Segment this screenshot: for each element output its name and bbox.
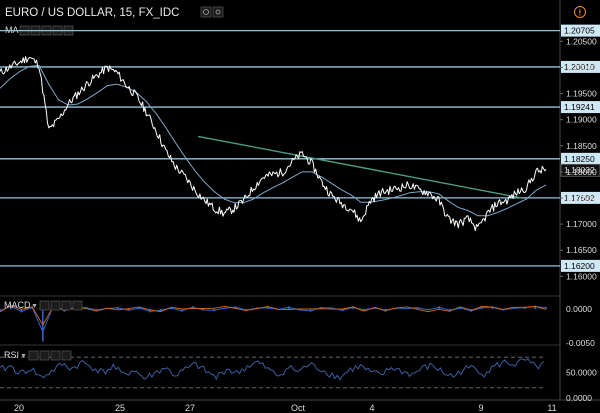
rsi-more-button[interactable]: [61, 350, 72, 361]
price-line: [0, 56, 547, 232]
price-tick-label: 1.18000: [566, 167, 597, 177]
level-price-badge: [561, 152, 600, 165]
ma-line: [0, 64, 547, 217]
warning-icon[interactable]: [574, 6, 586, 18]
time-axis: 20 25 27 Oct 4 9 11: [14, 403, 557, 413]
time-tick-label: 11: [547, 403, 556, 413]
level-price-badge: [561, 101, 600, 114]
time-tick-label: 9: [478, 403, 483, 413]
macd-signal-line: [0, 304, 547, 326]
rsi-legend: RSI ▼: [4, 350, 72, 361]
level-price-label: 1.18250: [564, 154, 595, 164]
macd-tick-label: 0.0000: [566, 304, 592, 314]
rsi-label: RSI: [4, 350, 19, 360]
level-price-label: 1.17502: [564, 193, 595, 203]
macd-panel: 0.0000 -0.0050: [0, 303, 595, 348]
macd-close-button[interactable]: [61, 300, 72, 311]
price-tick-label: 1.19500: [566, 89, 597, 99]
rsi-hide-button[interactable]: [28, 350, 39, 361]
rsi-close-button[interactable]: [50, 350, 61, 361]
hide-button[interactable]: [212, 6, 224, 18]
current-price-badge: [560, 163, 600, 177]
chart-title: EURO / US DOLLAR, 15, FX_IDC: [5, 7, 179, 19]
level-price-badge: [561, 24, 600, 37]
macd-label: MACD: [4, 300, 31, 310]
macd-settings-button[interactable]: [50, 300, 61, 311]
trendline-segment: [197, 135, 523, 199]
macd-hide-button[interactable]: [39, 300, 50, 311]
time-tick-label: 20: [14, 403, 24, 413]
level-price-label: 1.20705: [564, 26, 595, 36]
level-price-badge: [561, 60, 600, 73]
price-tick-label: 1.17000: [566, 219, 597, 229]
header: EURO / US DOLLAR, 15, FX_IDC !: [5, 6, 586, 19]
level-price-label: 1.16200: [564, 261, 595, 271]
price-tick-label: 1.20000: [566, 62, 597, 72]
time-tick-label: 4: [369, 403, 374, 413]
settings-button[interactable]: [200, 6, 212, 18]
macd-dropdown-icon[interactable]: ▼: [31, 303, 38, 310]
level-price-badge: [561, 259, 600, 272]
macd-legend: MACD ▼: [4, 300, 83, 311]
price-tick-label: 1.17500: [566, 193, 597, 203]
horizontal-levels: 1.20705 1.20010 1.19241 1.18250 1.17502 1.162…: [0, 24, 600, 272]
rsi-settings-button[interactable]: [39, 350, 50, 361]
price-tick-label: 1.16000: [566, 271, 597, 281]
rsi-panel: 50.0000 0.0000: [0, 356, 597, 403]
rsi-tick-label: 0.0000: [566, 393, 592, 403]
eye-icon: [215, 9, 221, 15]
time-tick-label: Oct: [291, 403, 306, 413]
price-tick-label: 1.16500: [566, 245, 597, 255]
price-axis: 1.20500 1.20000 1.19500 1.19000 1.18500 1.180…: [560, 36, 597, 281]
current-price-label: 1.18032: [564, 165, 595, 175]
price-tick-label: 1.19000: [566, 115, 597, 125]
time-tick-label: 27: [185, 403, 195, 413]
rsi-dropdown-icon[interactable]: ▼: [20, 353, 27, 360]
level-price-badge: [561, 191, 600, 204]
price-tick-label: 1.18500: [566, 141, 597, 151]
price-tick-label: 1.20500: [566, 36, 597, 46]
gear-icon: [203, 9, 209, 15]
rsi-line: [0, 358, 544, 381]
level-price-label: 1.19241: [564, 102, 595, 112]
time-tick-label: 25: [115, 403, 125, 413]
price-series: 1.18032: [0, 56, 600, 232]
warning-mark: !: [579, 9, 582, 18]
level-price-label: 1.20010: [564, 62, 595, 72]
rsi-tick-label: 50.0000: [566, 368, 597, 378]
trendline[interactable]: [197, 135, 523, 199]
macd-tick-label: -0.0050: [566, 338, 595, 348]
macd-more-button[interactable]: [72, 300, 83, 311]
